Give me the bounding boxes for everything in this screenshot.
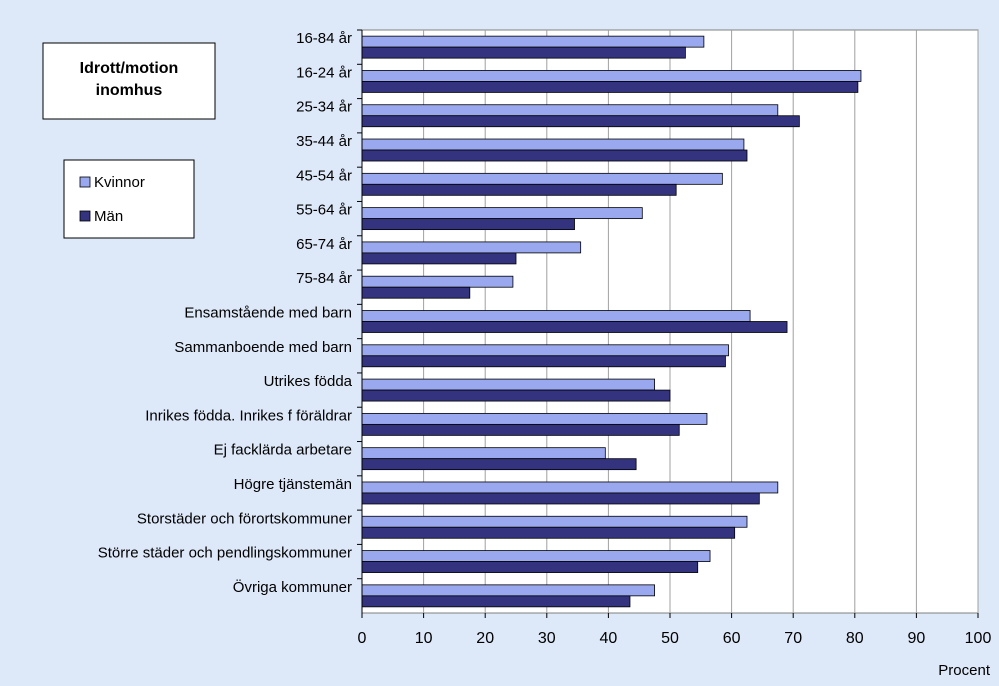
legend-swatch-kvinnor <box>79 176 91 188</box>
bar-man <box>361 46 686 59</box>
x-tick-label: 10 <box>415 630 433 647</box>
chart-title-line: Idrott/motion <box>80 60 179 77</box>
x-tick-label: 80 <box>846 630 864 647</box>
x-axis-ticks: 0 10 20 30 40 50 60 70 80 90 100 <box>358 613 992 647</box>
bar-kvinnor <box>361 481 779 494</box>
category-label: Större städer och pendlingskommuner <box>98 545 352 562</box>
bar-kvinnor <box>361 207 643 220</box>
bar-man <box>361 286 471 299</box>
bar-kvinnor <box>361 344 729 357</box>
bar-kvinnor <box>361 70 862 82</box>
bar-man <box>361 218 575 231</box>
x-tick-label: 70 <box>784 630 802 647</box>
bar-man <box>361 423 680 436</box>
bar-kvinnor <box>361 275 514 288</box>
category-label: Sammanboende med barn <box>174 339 352 356</box>
category-labels: 16-84 år 16-24 år 25-34 år 35-44 år 45-54 år… <box>98 29 362 596</box>
chart-title-line: inomhus <box>96 82 163 99</box>
bar-kvinnor <box>361 584 656 597</box>
category-label: Ej facklärda arbetare <box>214 442 352 459</box>
bar-kvinnor <box>361 104 779 117</box>
bar-man <box>361 595 631 608</box>
category-label: 75-84 år <box>296 270 352 287</box>
x-tick-label: 60 <box>723 630 741 647</box>
x-tick-label: 100 <box>965 630 992 647</box>
x-tick-label: 20 <box>476 630 494 647</box>
category-label: Storstäder och förortskommuner <box>137 510 352 527</box>
legend: Kvinnor Män <box>63 159 195 239</box>
bar-kvinnor <box>361 447 606 460</box>
bar-kvinnor <box>361 172 723 185</box>
bar-kvinnor <box>361 378 656 391</box>
bar-man <box>361 526 736 539</box>
category-label: 16-24 år <box>296 64 352 81</box>
category-label: 65-74 år <box>296 236 352 253</box>
x-axis-title: Procent <box>938 662 991 679</box>
title-box-border <box>42 42 216 120</box>
bar-man <box>361 115 800 128</box>
category-label: Övriga kommuner <box>233 578 352 596</box>
bar-man <box>361 183 677 196</box>
bar-kvinnor <box>361 550 711 562</box>
bar-kvinnor <box>361 35 705 48</box>
legend-swatch-man <box>79 210 91 222</box>
title-box: Idrott/motion inomhus <box>42 42 216 120</box>
bar-man <box>361 321 788 333</box>
bar-kvinnor <box>361 412 708 425</box>
category-label: 45-54 år <box>296 167 352 184</box>
legend-box <box>63 159 195 239</box>
bar-man <box>361 81 859 93</box>
bar-kvinnor <box>361 515 748 528</box>
x-tick-label: 0 <box>358 630 367 647</box>
x-tick-label: 90 <box>908 630 926 647</box>
bar-man <box>361 149 748 162</box>
legend-label-kvinnor: Kvinnor <box>94 174 145 191</box>
bar-man <box>361 458 637 471</box>
bar-kvinnor <box>361 138 745 151</box>
category-label: 25-34 år <box>296 99 352 116</box>
chart-title: Idrott/motion inomhus <box>80 60 179 99</box>
bar-man <box>361 492 760 505</box>
bar-kvinnor <box>361 241 582 254</box>
x-tick-label: 50 <box>661 630 679 647</box>
bar-man <box>361 561 699 573</box>
bar-kvinnor <box>361 310 751 322</box>
bar-man <box>361 389 671 402</box>
category-label: Inrikes födda. Inrikes f föräldrar <box>145 407 352 424</box>
category-label: 55-64 år <box>296 202 352 219</box>
x-tick-label: 40 <box>600 630 618 647</box>
category-label: Utrikes födda <box>264 373 353 390</box>
category-label: 35-44 år <box>296 133 352 150</box>
bar-man <box>361 355 726 368</box>
x-tick-label: 30 <box>538 630 556 647</box>
category-label: 16-84 år <box>296 30 352 47</box>
bar-man <box>361 252 517 265</box>
legend-label-man: Män <box>94 208 123 225</box>
category-label: Högre tjänstemän <box>234 476 352 493</box>
category-label: Ensamstående med barn <box>184 305 352 322</box>
